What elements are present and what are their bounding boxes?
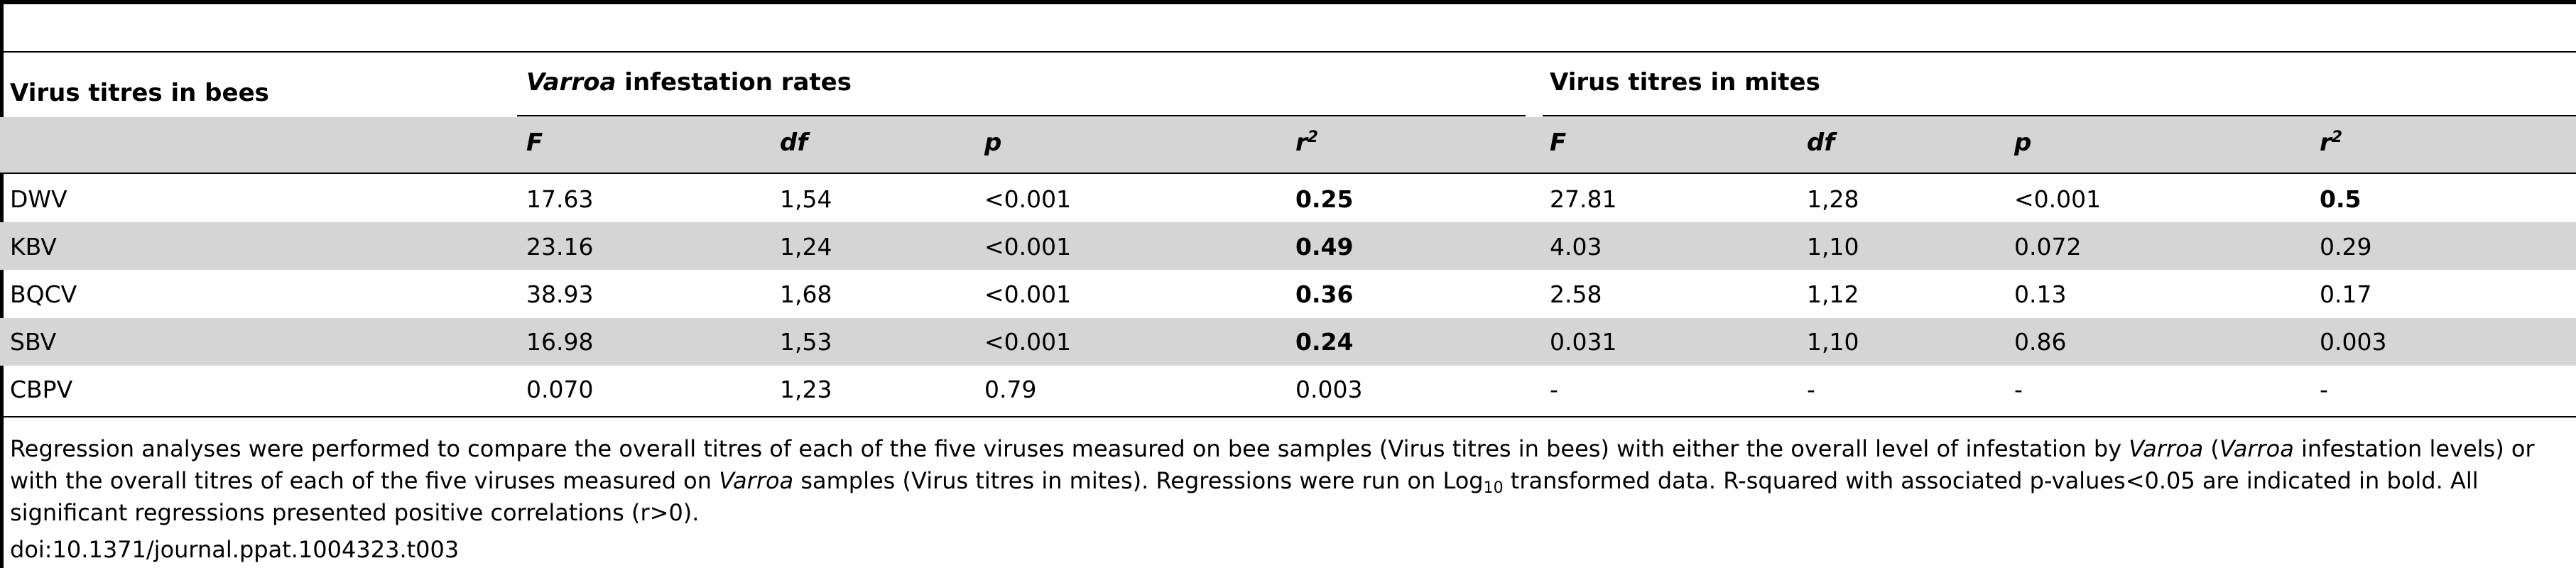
cell-r1: 0.25	[1295, 185, 1354, 213]
subhead-r2-2-r: r	[2320, 129, 2332, 157]
footnote-subscript: 10	[1483, 479, 1504, 497]
table-top-rule	[0, 0, 2576, 4]
cell-df1: 1,24	[780, 233, 832, 261]
header-top-rule	[0, 51, 2576, 53]
subhead-r2-2-sup: 2	[2331, 129, 2343, 146]
cell-r2: -	[2320, 376, 2328, 403]
cell-df2: -	[1807, 376, 1815, 403]
cell-r2: 0.5	[2320, 185, 2362, 213]
footnote-italic: Varroa	[719, 467, 794, 494]
cell-df1: 1,53	[780, 328, 832, 356]
cell-F2: 0.031	[1550, 328, 1617, 356]
table-bottom-rule	[0, 416, 2576, 417]
group2-underline	[1543, 115, 2576, 116]
cell-F1: 17.63	[526, 185, 594, 213]
cell-p1: <0.001	[984, 328, 1072, 356]
cell-r2: 0.003	[2320, 328, 2387, 356]
cell-virus: CBPV	[10, 376, 73, 403]
subhead-r2-1: r2	[1295, 129, 1318, 157]
col-head-virus-titres-in-bees: Virus titres in bees	[10, 79, 269, 107]
footnote-part: Regression analyses were performed to co…	[10, 435, 2129, 462]
cell-r1: 0.24	[1295, 328, 1354, 356]
cell-virus: SBV	[10, 328, 57, 356]
subhead-r2-1-r: r	[1295, 129, 1308, 157]
cell-r1: 0.49	[1295, 233, 1354, 261]
subhead-r2-2: r2	[2320, 129, 2342, 157]
subhead-df-1: df	[780, 129, 808, 157]
cell-virus: DWV	[10, 185, 67, 213]
footnote-italic: Varroa	[2129, 435, 2204, 462]
cell-F2: -	[1550, 376, 1558, 403]
footnote-part: (	[2203, 435, 2219, 462]
left-frame-border	[0, 0, 4, 568]
cell-F1: 23.16	[526, 233, 594, 261]
subhead-r2-1-sup: 2	[1307, 129, 1319, 146]
cell-F2: 2.58	[1550, 280, 1602, 308]
group-head-infestation-rest: infestation rates	[616, 68, 852, 97]
footnote-part: transformed data. R-squared with associa…	[10, 467, 2479, 526]
group-head-varroa-word: Varroa	[526, 68, 616, 97]
cell-df2: 1,12	[1807, 280, 1859, 308]
cell-F1: 0.070	[526, 376, 594, 403]
cell-F1: 16.98	[526, 328, 594, 356]
cell-df1: 1,23	[780, 376, 832, 403]
footnote-part: infestation levels) or with the overall …	[10, 435, 2535, 494]
cell-p2: <0.001	[2014, 185, 2102, 213]
cell-p2: 0.86	[2014, 328, 2067, 356]
cell-p1: 0.79	[984, 376, 1037, 403]
cell-p1: <0.001	[984, 233, 1072, 261]
cell-p2: -	[2014, 376, 2023, 403]
cell-p2: 0.072	[2014, 233, 2082, 261]
cell-df2: 1,10	[1807, 328, 1859, 356]
header-bottom-rule	[0, 173, 2576, 174]
cell-F2: 27.81	[1550, 185, 1617, 213]
cell-F1: 38.93	[526, 280, 594, 308]
subhead-F-2: F	[1550, 129, 1567, 157]
cell-df1: 1,54	[780, 185, 832, 213]
group-head-virus-titres-in-mites: Virus titres in mites	[1550, 68, 1820, 97]
subhead-F-1: F	[526, 129, 543, 157]
cell-r1: 0.36	[1295, 280, 1354, 308]
subhead-p-2: p	[2014, 129, 2032, 157]
cell-F2: 4.03	[1550, 233, 1602, 261]
cell-p1: <0.001	[984, 185, 1072, 213]
cell-virus: BQCV	[10, 280, 77, 308]
cell-df2: 1,28	[1807, 185, 1859, 213]
cell-p1: <0.001	[984, 280, 1072, 308]
cell-df2: 1,10	[1807, 233, 1859, 261]
footnote-text: Regression analyses were performed to co…	[10, 433, 2567, 529]
cell-r2: 0.29	[2320, 233, 2372, 261]
doi-line: doi:10.1371/journal.ppat.1004323.t003	[10, 536, 460, 563]
group-head-varroa-infestation: Varroa infestation rates	[526, 68, 852, 97]
footnote-italic: Varroa	[2219, 435, 2294, 462]
row-band-sbv	[0, 318, 2576, 366]
cell-virus: KBV	[10, 233, 57, 261]
cell-p2: 0.13	[2014, 280, 2067, 308]
group1-underline	[517, 115, 1526, 116]
footnote-part: samples (Virus titres in mites). Regress…	[793, 467, 1484, 494]
subhead-df-2: df	[1807, 129, 1835, 157]
subheader-band	[0, 117, 2576, 174]
subhead-p-1: p	[984, 129, 1002, 157]
row-band-kbv	[0, 222, 2576, 270]
cell-r2: 0.17	[2320, 280, 2372, 308]
cell-df1: 1,68	[780, 280, 832, 308]
table-footnote: Regression analyses were performed to co…	[10, 433, 2567, 529]
cell-r1: 0.003	[1295, 376, 1363, 403]
